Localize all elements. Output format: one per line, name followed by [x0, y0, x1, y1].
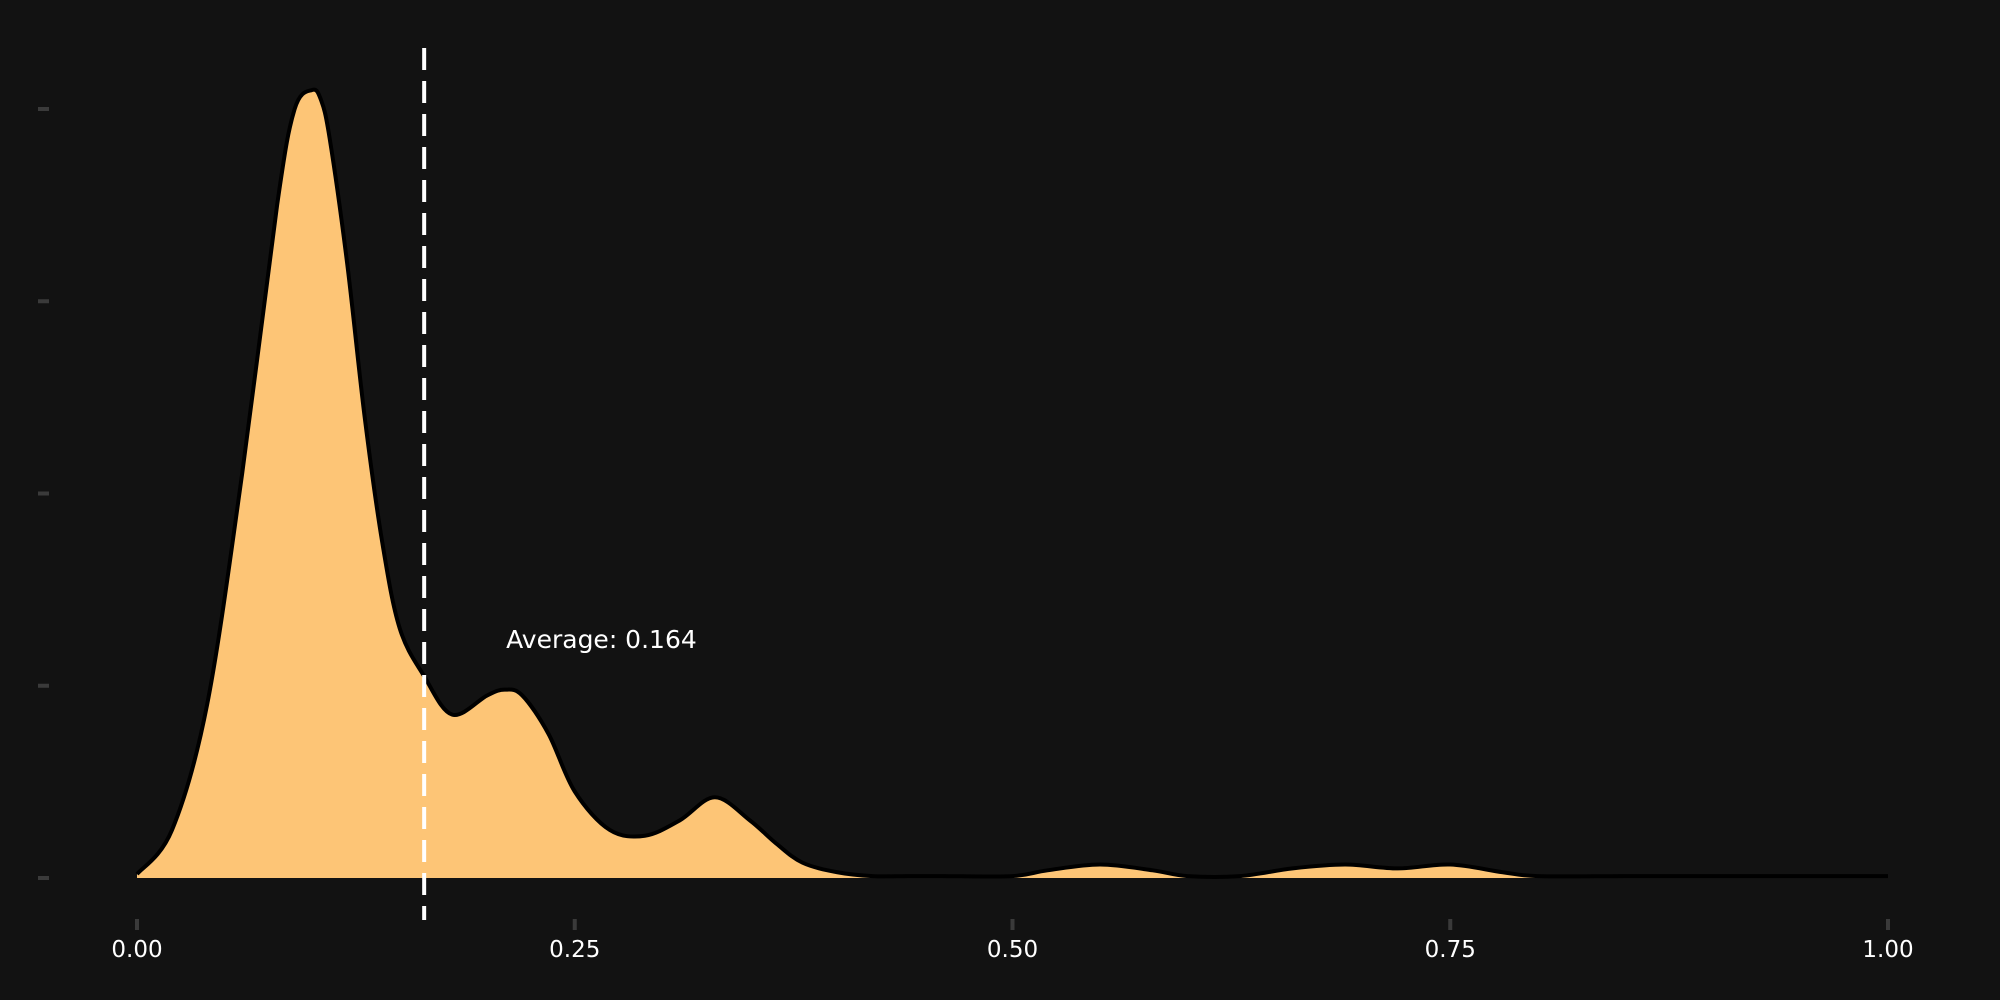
x-tick-label: 0.75	[1425, 937, 1476, 963]
x-tick-label: 0.25	[549, 937, 600, 963]
density-area	[137, 89, 1888, 878]
density-outline	[135, 87, 1888, 879]
x-tick-label: 1.00	[1862, 937, 1913, 963]
x-tick-label: 0.00	[111, 937, 162, 963]
y-axis-ticks	[38, 107, 49, 880]
mean-annotation: Average: 0.164	[506, 625, 697, 654]
x-tick-label: 0.50	[987, 937, 1038, 963]
x-axis-ticks: 0.00 0.25 0.50 0.75 1.00	[111, 919, 1914, 963]
